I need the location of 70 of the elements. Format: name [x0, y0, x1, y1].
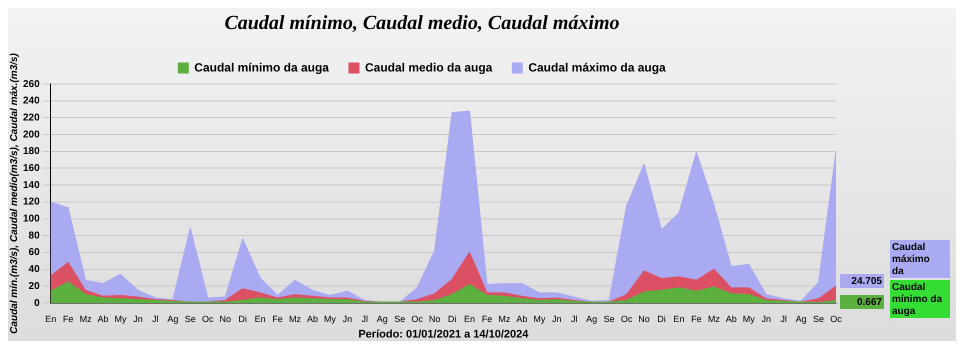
y-tick-label: 100	[22, 214, 40, 225]
x-tick-label: Jn	[552, 314, 562, 324]
x-tick-label: My	[742, 314, 756, 324]
x-tick-label: Ag	[167, 314, 178, 324]
x-tick-label: Oc	[411, 314, 424, 324]
x-tick-label: My	[114, 314, 127, 324]
x-tick-label: Jl	[152, 314, 159, 324]
x-tick-label: Ab	[306, 314, 318, 324]
x-tick-label: Di	[238, 314, 247, 324]
x-tick-label: En	[254, 314, 266, 324]
x-tick-label: Mz	[498, 314, 511, 324]
x-tick-label: Jn	[342, 314, 352, 324]
x-tick-label: Jl	[570, 314, 578, 324]
y-tick-label: 160	[22, 162, 40, 174]
x-tick-label: No	[219, 314, 231, 324]
x-tick-label: Di	[448, 314, 456, 324]
x-tick-label: No	[638, 314, 650, 324]
text: 0.667	[856, 296, 882, 308]
text: Caudal máximo da	[892, 242, 930, 277]
x-tick-label: Fe	[62, 314, 74, 324]
x-tick-label: Oc	[620, 314, 633, 324]
x-tick-label: Jn	[761, 314, 771, 324]
y-axis-title: Caudal mín.(m3/s), Caudal medio(m3/s), Caudal máx.(m3/s)	[8, 52, 20, 334]
chart-title: Caudal mínimo, Caudal medio, Caudal máximo	[224, 12, 620, 34]
legend-label: Caudal máximo da auga	[528, 60, 666, 74]
y-tick-label: 20	[28, 280, 40, 292]
x-tick-label: Mz	[289, 314, 302, 324]
y-tick-label: 0	[34, 298, 40, 309]
x-tick-label: Ag	[376, 314, 388, 324]
x-tick-label: Jn	[133, 314, 143, 324]
y-tick-label: 120	[22, 196, 40, 208]
x-tick-label: My	[324, 314, 336, 324]
x-tick-label: Di	[657, 314, 666, 324]
x-tick-label: Oc	[830, 314, 842, 324]
y-tick-label: 80	[28, 230, 40, 242]
x-tick-label: En	[673, 314, 684, 324]
x-tick-label: Jl	[362, 314, 368, 324]
y-tick-label: 60	[28, 247, 40, 258]
y-tick-label: 180	[22, 146, 40, 158]
x-tick-label: Se	[604, 314, 615, 324]
x-tick-label: Fe	[272, 314, 283, 324]
text: Caudal mínimo da auga	[892, 282, 942, 317]
x-tick-label: Fe	[482, 314, 492, 324]
x-axis-title: Período: 01/01/2021 a 14/10/2024	[358, 328, 530, 340]
x-tick-label: Se	[184, 314, 196, 324]
x-tick-label: Ab	[726, 314, 737, 324]
x-tick-label: Se	[813, 314, 824, 324]
legend-label: Caudal mínimo da auga	[194, 60, 330, 74]
x-tick-label: Fe	[691, 314, 702, 324]
x-tick-label: Ab	[98, 314, 109, 324]
x-tick-label: En	[45, 314, 56, 324]
x-tick-label: No	[428, 314, 440, 324]
text: 24.705	[851, 276, 882, 287]
x-tick-label: Ag	[586, 314, 598, 324]
x-tick-label: Ab	[516, 314, 528, 324]
y-tick-label: 220	[22, 112, 40, 124]
x-tick-label: Mz	[80, 314, 92, 324]
x-tick-label: Se	[394, 314, 406, 324]
y-tick-label: 240	[22, 96, 40, 107]
x-tick-label: Ag	[796, 314, 807, 324]
x-tick-label: En	[464, 314, 476, 324]
y-tick-label: 260	[22, 78, 40, 90]
y-tick-label: 140	[22, 180, 40, 191]
legend-label: Caudal medio da auga	[364, 60, 493, 74]
x-tick-label: Oc	[202, 314, 214, 324]
x-tick-label: Mz	[708, 314, 720, 324]
y-tick-label: 200	[22, 129, 40, 140]
x-tick-label: My	[533, 314, 546, 324]
y-tick-label: 40	[28, 264, 40, 276]
x-tick-label: Jl	[780, 314, 787, 324]
